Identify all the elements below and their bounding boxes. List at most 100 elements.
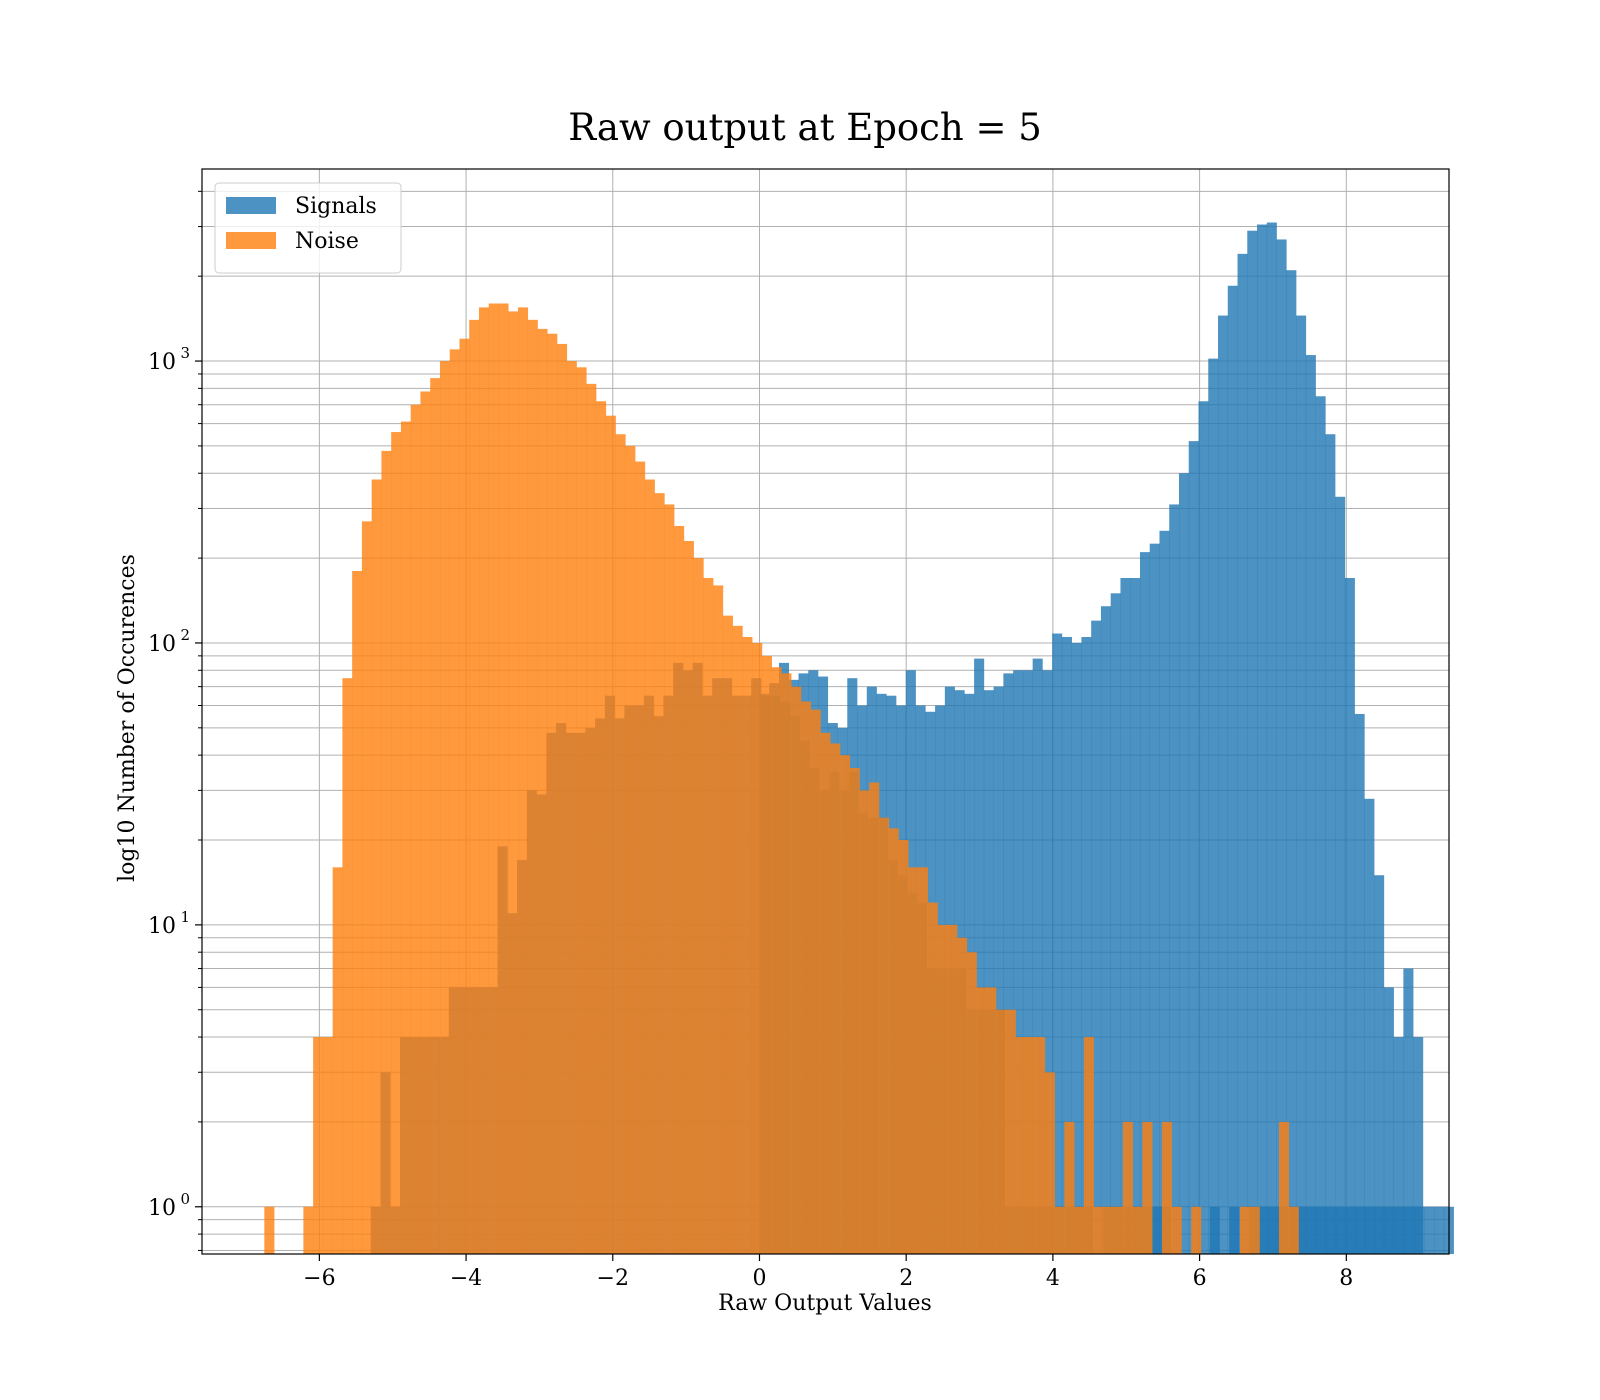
histogram-bar — [1413, 1037, 1424, 1254]
histogram-bar — [332, 867, 343, 1254]
histogram-bar — [1227, 285, 1238, 1255]
histogram-bar — [957, 937, 968, 1254]
histogram-bar — [635, 461, 646, 1254]
histogram-bar — [1091, 620, 1102, 1254]
histogram-bars — [264, 222, 1454, 1255]
histogram-bar — [966, 952, 977, 1254]
y-tick-exponent: 2 — [180, 626, 190, 644]
histogram-bar — [713, 585, 724, 1254]
histogram-bar — [917, 867, 929, 1254]
histogram-bar — [974, 658, 985, 1254]
histogram-bar — [1218, 315, 1229, 1254]
histogram-bar — [1247, 230, 1258, 1254]
y-tick-label: 10 — [148, 350, 176, 375]
histogram-bar — [742, 636, 753, 1254]
histogram-bar — [1296, 315, 1307, 1254]
histogram-bar — [1286, 270, 1297, 1254]
histogram-bar — [722, 615, 733, 1254]
histogram-bar — [839, 755, 851, 1254]
histogram-bar — [430, 378, 441, 1254]
histogram-bar — [420, 391, 431, 1254]
legend: Signals Noise — [214, 182, 402, 274]
histogram-bar — [478, 307, 490, 1254]
histogram-bar — [830, 743, 841, 1254]
histogram-bar — [1315, 396, 1326, 1254]
histogram-bar — [322, 1037, 333, 1254]
histogram-bar — [1305, 355, 1316, 1254]
histogram-bar — [1364, 798, 1375, 1254]
histogram-bar — [1149, 543, 1160, 1254]
y-tick-label: 10 — [148, 1196, 176, 1221]
x-tick-label: −2 — [597, 1266, 629, 1291]
x-axis-ticks: −6 −4 −2 0 2 4 6 8 — [303, 1254, 1353, 1291]
legend-label: Noise — [295, 229, 359, 254]
histogram-bar — [898, 840, 909, 1254]
histogram-bar — [683, 540, 694, 1254]
histogram-bar — [1393, 1037, 1404, 1254]
histogram-bar — [1191, 1206, 1202, 1254]
y-axis-label: log10 Number of Occurences — [115, 554, 140, 882]
histogram-bar — [791, 686, 802, 1254]
histogram-bar — [1325, 434, 1336, 1254]
histogram-bar — [1132, 1206, 1143, 1254]
histogram-bar — [1015, 1037, 1026, 1254]
histogram-bar — [439, 361, 451, 1254]
histogram-bar — [1013, 670, 1024, 1254]
histogram-bar — [1403, 968, 1414, 1254]
histogram-bar — [644, 479, 655, 1254]
histogram-bar — [605, 415, 616, 1254]
y-tick-label: 10 — [148, 632, 176, 657]
histogram-bar — [381, 450, 392, 1254]
histogram-bar — [1042, 670, 1053, 1254]
histogram-bar — [908, 867, 919, 1254]
x-tick-label: 6 — [1193, 1266, 1207, 1291]
histogram-bar — [518, 307, 529, 1254]
histogram-bar — [752, 642, 763, 1254]
histogram-bar — [1025, 1037, 1036, 1254]
histogram-bar — [986, 987, 997, 1254]
histogram-bar — [449, 349, 460, 1254]
histogram-bar — [1081, 636, 1092, 1254]
x-axis-label: Raw Output Values — [718, 1291, 932, 1316]
histogram-bar — [371, 479, 382, 1254]
histogram-bar — [508, 311, 519, 1254]
histogram-bar — [849, 768, 860, 1254]
legend-label: Signals — [295, 194, 377, 219]
series-noise-2 — [264, 303, 1299, 1255]
histogram-bar — [1100, 606, 1111, 1254]
histogram-bar — [303, 1206, 314, 1254]
histogram-bar — [1083, 1037, 1094, 1254]
histogram-bar — [1266, 222, 1277, 1254]
histogram-bar — [264, 1206, 275, 1254]
histogram-bar — [888, 828, 899, 1254]
histogram-bar — [1103, 1206, 1114, 1254]
histogram-bar — [674, 525, 685, 1254]
histogram-bar — [498, 303, 509, 1254]
histogram-bar — [469, 319, 480, 1254]
histogram-bar — [1093, 1206, 1104, 1254]
histogram-bar — [342, 678, 353, 1254]
histogram-bar — [976, 987, 987, 1254]
histogram-bar — [1142, 1121, 1153, 1254]
histogram-bar — [693, 558, 704, 1254]
histogram-bar — [761, 655, 772, 1254]
histogram-bar — [1424, 1206, 1435, 1254]
histogram-bar — [1113, 1206, 1124, 1254]
plot-area-frame — [201, 168, 1450, 1255]
histogram-bar — [1003, 673, 1014, 1254]
histogram-bar — [993, 686, 1004, 1254]
histogram-bar — [488, 303, 499, 1254]
histogram-bar — [1120, 577, 1131, 1254]
histogram-bar — [983, 690, 994, 1254]
histogram-bar — [1383, 987, 1394, 1254]
histogram-bar — [313, 1037, 324, 1254]
histogram-bar — [1005, 1009, 1016, 1254]
histogram-bar — [1159, 530, 1170, 1254]
histogram-bar — [527, 319, 538, 1254]
histogram-bar — [1071, 642, 1082, 1254]
histogram-bar — [1130, 577, 1141, 1254]
histogram-bar — [391, 432, 402, 1254]
histogram-bar — [878, 817, 890, 1254]
histogram-bar — [1044, 1072, 1055, 1254]
histogram-bar — [1354, 713, 1365, 1254]
